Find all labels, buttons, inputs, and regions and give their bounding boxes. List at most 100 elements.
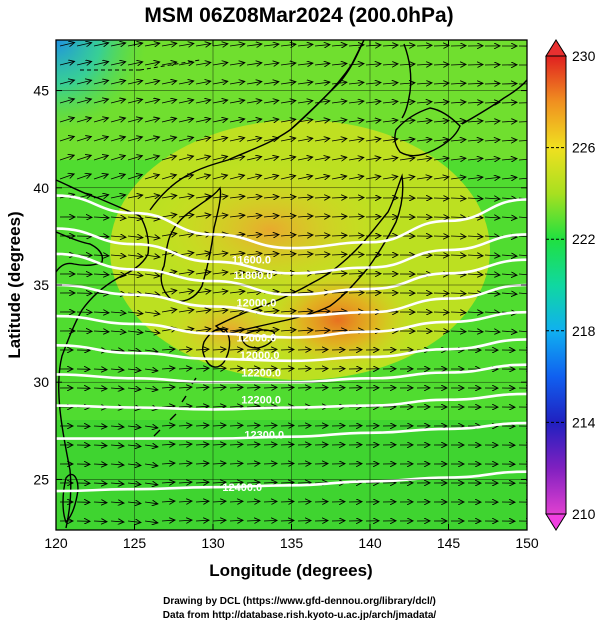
wind-arrow [229, 310, 245, 312]
wind-arrow [127, 118, 143, 122]
wind-arrow [263, 44, 279, 46]
colorbar-tick-label: 218 [572, 323, 596, 339]
wind-arrow [161, 100, 177, 103]
x-tick-label: 135 [280, 535, 304, 551]
wind-arrow [229, 482, 243, 483]
wind-arrow [348, 120, 364, 122]
wind-arrow [467, 158, 483, 160]
wind-arrow [246, 463, 260, 464]
wind-arrow [382, 176, 398, 179]
wind-arrow [280, 368, 294, 369]
wind-arrow [246, 157, 262, 160]
wind-arrow [246, 387, 260, 388]
wind-arrow [263, 82, 279, 84]
wind-arrow [416, 139, 432, 141]
coastline-manchuria [149, 43, 363, 211]
wind-arrow [501, 274, 517, 275]
wind-arrow [246, 272, 262, 274]
border-dashed-north [80, 59, 201, 71]
contour-label: 12000.0 [237, 297, 277, 309]
wind-arrow [365, 158, 381, 160]
wind-arrow [127, 174, 142, 180]
wind-arrow [178, 444, 192, 445]
contour-labels: 11600.0 11800.0 12000.0 12000.0 12000.0 12200… [222, 255, 284, 495]
wind-arrow [212, 291, 228, 293]
wind-arrow [110, 350, 124, 351]
wind-arrow [161, 214, 177, 217]
wind-arrow [416, 83, 432, 84]
wind-arrow [59, 136, 74, 142]
wind-arrow [450, 177, 466, 179]
contour-label: 12300.0 [244, 430, 284, 442]
wind-arrow [93, 155, 108, 161]
wind-arrow [127, 81, 143, 84]
wind-arrow [110, 483, 124, 484]
wind-arrow [110, 502, 124, 503]
wind-arrow [331, 45, 347, 46]
wind-arrow [331, 139, 347, 141]
wind-arrow [229, 215, 245, 217]
wind-arrow [195, 81, 211, 84]
colorbar-tick-label: 214 [572, 414, 596, 430]
wind-arrow [297, 235, 313, 236]
wind-arrow [348, 176, 364, 179]
colorbar-tick-label: 222 [572, 231, 596, 247]
wind-arrow [314, 45, 330, 46]
wind-arrow [110, 236, 126, 237]
wind-arrow [212, 272, 228, 274]
wind-arrow [144, 62, 160, 65]
wind-arrow [144, 502, 158, 504]
wind-arrow [348, 157, 364, 160]
wind-arrow [246, 82, 262, 84]
wind-arrow [331, 216, 347, 217]
wind-arrow [212, 501, 226, 502]
wind-arrow [127, 195, 143, 198]
wind-arrow [110, 445, 124, 446]
wind-arrow [127, 312, 143, 314]
wind-arrow [195, 253, 211, 255]
wind-arrow [212, 253, 228, 255]
wind-arrow [195, 196, 211, 198]
wind-arrow [246, 349, 260, 350]
coastline-honshu [214, 173, 404, 335]
wind-arrow [144, 426, 158, 428]
wind-arrow [331, 63, 347, 65]
wind-arrow [467, 198, 483, 199]
wind-arrow [297, 101, 313, 103]
wind-arrow [331, 235, 347, 236]
wind-arrow [246, 63, 262, 65]
wind-arrow [246, 425, 260, 426]
wind-arrow [501, 159, 517, 160]
wind-arrow [263, 368, 277, 369]
wind-arrow [178, 156, 193, 160]
wind-arrow [93, 483, 107, 484]
wind-arrow [280, 520, 294, 521]
wind-arrow [178, 100, 194, 103]
wind-arrow [93, 388, 107, 389]
wind-arrow [314, 138, 330, 141]
wind-arrow [161, 175, 176, 180]
x-axis-label: Longitude (degrees) [209, 561, 372, 580]
wind-arrow [127, 217, 143, 219]
wind-arrow [178, 520, 192, 521]
wind-arrow [212, 138, 228, 141]
wind-arrow [416, 158, 432, 160]
wind-arrow [246, 444, 260, 445]
wind-arrow [229, 349, 243, 350]
x-tick-label: 145 [437, 535, 461, 551]
wind-arrow [144, 217, 160, 219]
wind-arrow [433, 139, 449, 141]
wind-arrow [161, 520, 175, 521]
credit-drawing: Drawing by DCL (https://www.gfd-dennou.o… [163, 596, 436, 607]
credit-data-source: Data from http://database.rish.kyoto-u.a… [162, 610, 437, 621]
wind-arrow [212, 349, 226, 350]
wind-arrow [76, 99, 91, 103]
wind-arrow [93, 369, 107, 370]
wind-arrow [365, 45, 381, 46]
wind-arrow [382, 120, 398, 122]
wind-arrow [331, 273, 347, 274]
wind-arrow [93, 464, 107, 465]
wind-arrow [212, 119, 228, 122]
wind-arrow [178, 137, 194, 141]
wind-arrow [76, 137, 91, 142]
